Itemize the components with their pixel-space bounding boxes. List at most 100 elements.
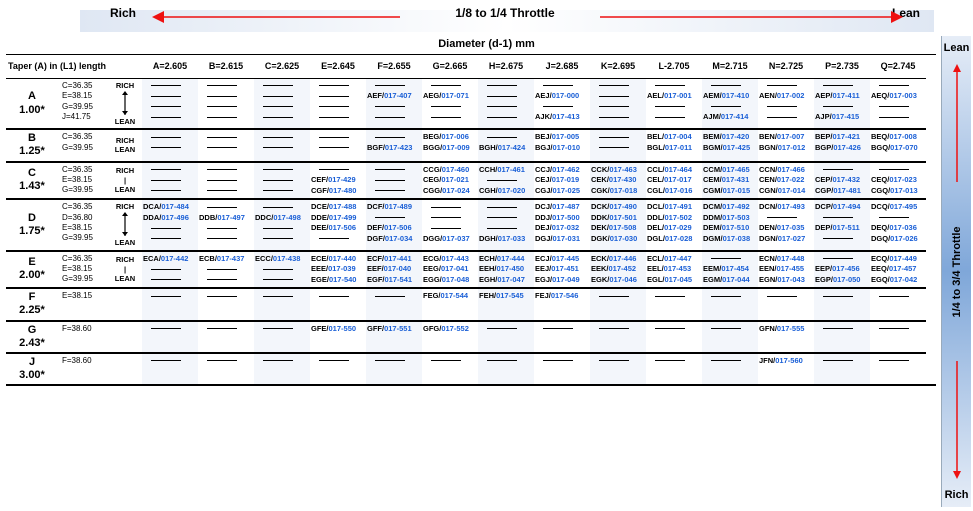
col-header-diam: K=2.695 — [590, 55, 646, 79]
table-cell — [702, 320, 758, 352]
table-cell: GFG/017-552 — [422, 320, 478, 352]
table-cell — [198, 128, 254, 160]
col-header-diam: M=2.715 — [702, 55, 758, 79]
col-header-diam: C=2.625 — [254, 55, 310, 79]
table-cell — [478, 320, 534, 352]
table-cell: ECK/017-446EEK/017-452EGK/017-046 — [590, 250, 646, 288]
row-header-taper: F2.25* — [6, 287, 58, 319]
side-throttle-label: 1/4 to 3/4 Throttle — [951, 226, 963, 317]
table-cell — [590, 79, 646, 129]
row-richlean-indicator: RICHLEAN — [108, 79, 142, 129]
table-cell — [366, 352, 422, 384]
row-header-taper: B1.25* — [6, 128, 58, 160]
needle-table: Taper (A) in degrees(L1) length in mmA=2… — [6, 54, 936, 386]
table-cell: ECQ/017-449EEQ/017-457EGQ/017-042 — [870, 250, 926, 288]
side-arrow-down-icon — [951, 359, 963, 479]
table-cell — [814, 287, 870, 319]
table-cell — [198, 352, 254, 384]
table-cell — [254, 161, 310, 199]
col-header-diam: N=2.725 — [758, 55, 814, 79]
col-header-diam: F=2.655 — [366, 55, 422, 79]
table-cell — [198, 161, 254, 199]
table-cell — [590, 352, 646, 384]
col-header-diam: G=2.665 — [422, 55, 478, 79]
table-cell — [646, 287, 702, 319]
col-header-diam: L-2.705 — [646, 55, 702, 79]
table-cell — [310, 287, 366, 319]
table-cell: DCL/017-491DDL/017-502DEL/017-029DGL/017… — [646, 198, 702, 250]
table-cell: ECF/017-441EEF/017-040EGF/017-541 — [366, 250, 422, 288]
table-cell: BEL/017-004BGL/017-011 — [646, 128, 702, 160]
table-cell: ECA/017-442 — [142, 250, 198, 288]
row-l1-lengths: C=36.35E=38.15G=39.95J=41.75 — [58, 79, 108, 129]
table-cell — [534, 320, 590, 352]
row-richlean-indicator — [108, 352, 142, 384]
top-double-arrow-icon — [80, 10, 930, 24]
col-header-diam: A=2.605 — [142, 55, 198, 79]
table-cell — [142, 320, 198, 352]
row-header-taper: G2.43* — [6, 320, 58, 352]
table-cell: AEJ/017-000AJK/017-413 — [534, 79, 590, 129]
table-cell: CCL/017-464CEL/017-017CGL/017-016 — [646, 161, 702, 199]
table-cell — [366, 161, 422, 199]
table-cell: CCG/017-460CEG/017-021CGG/017-024 — [422, 161, 478, 199]
table-cell: BEM/017-420BGM/017-425 — [702, 128, 758, 160]
table-cell: CCJ/017-462CEJ/017-019CGJ/017-025 — [534, 161, 590, 199]
table-cell — [142, 79, 198, 129]
table-cell: BEP/017-421BGP/017-426 — [814, 128, 870, 160]
table-cell: FEJ/017-546 — [534, 287, 590, 319]
row-richlean-indicator: RICH|LEAN — [108, 161, 142, 199]
col-header-l1: (L1) length in mm — [58, 55, 108, 79]
table-cell: DCJ/017-487DDJ/017-500DEJ/017-032DGJ/017… — [534, 198, 590, 250]
col-header-diam: P=2.735 — [814, 55, 870, 79]
row-header-taper: J3.00* — [6, 352, 58, 384]
table-cell: CCH/017-461CGH/017-020 — [478, 161, 534, 199]
col-header-diam: B=2.615 — [198, 55, 254, 79]
row-header-taper: E2.00* — [6, 250, 58, 288]
table-cell — [870, 287, 926, 319]
table-cell — [366, 287, 422, 319]
col-header-diam: J=2.685 — [534, 55, 590, 79]
table-cell: CEP/017-432CGP/017-481 — [814, 161, 870, 199]
row-richlean-indicator — [108, 287, 142, 319]
table-cell: BGF/017-423 — [366, 128, 422, 160]
row-l1-lengths: F=38.60 — [58, 352, 108, 384]
table-cell: GFE/017-550 — [310, 320, 366, 352]
table-cell: ECL/017-447EEL/017-453EGL/017-045 — [646, 250, 702, 288]
table-cell: ECH/017-444EEH/017-450EGH/017-047 — [478, 250, 534, 288]
table-cell — [478, 352, 534, 384]
table-cell — [198, 79, 254, 129]
table-cell: DCN/017-493DEN/017-035DGN/017-027 — [758, 198, 814, 250]
table-cell: DCE/017-488DDE/017-499DEE/017-506 — [310, 198, 366, 250]
table-cell: FEG/017-544 — [422, 287, 478, 319]
table-cell — [814, 352, 870, 384]
table-cell — [142, 352, 198, 384]
table-cell: CCK/017-463CEK/017-430CGK/017-018 — [590, 161, 646, 199]
table-cell — [254, 79, 310, 129]
table-cell: EEM/017-454EGM/017-044 — [702, 250, 758, 288]
table-cell: JFN/017-560 — [758, 352, 814, 384]
table-cell — [870, 352, 926, 384]
table-cell: ECN/017-448EEN/017-455EGN/017-043 — [758, 250, 814, 288]
row-l1-lengths: E=38.15 — [58, 287, 108, 319]
table-cell: BEJ/017-005BGJ/017-010 — [534, 128, 590, 160]
row-header-taper: D1.75* — [6, 198, 58, 250]
table-cell — [254, 287, 310, 319]
row-richlean-indicator: RICH|LEAN — [108, 250, 142, 288]
table-cell: ECG/017-443EEG/017-041EGG/017-048 — [422, 250, 478, 288]
row-l1-lengths: C=36.35G=39.95 — [58, 128, 108, 160]
table-cell — [702, 287, 758, 319]
table-cell — [254, 352, 310, 384]
table-cell: ECE/017-440EEE/017-039EGE/017-540 — [310, 250, 366, 288]
table-cell — [422, 352, 478, 384]
table-cell — [310, 128, 366, 160]
page-root: Rich 1/8 to 1/4 Throttle Lean Diameter (… — [0, 6, 973, 511]
table-cell: DCQ/017-495DEQ/017-036DGQ/017-026 — [870, 198, 926, 250]
col-header-diam: H=2.675 — [478, 55, 534, 79]
table-cell — [534, 352, 590, 384]
side-arrow-up-icon — [951, 64, 963, 184]
table-cell — [254, 320, 310, 352]
table-cell — [870, 320, 926, 352]
table-cell: BGH/017-424 — [478, 128, 534, 160]
row-l1-lengths: C=36.35E=38.15G=39.95 — [58, 161, 108, 199]
